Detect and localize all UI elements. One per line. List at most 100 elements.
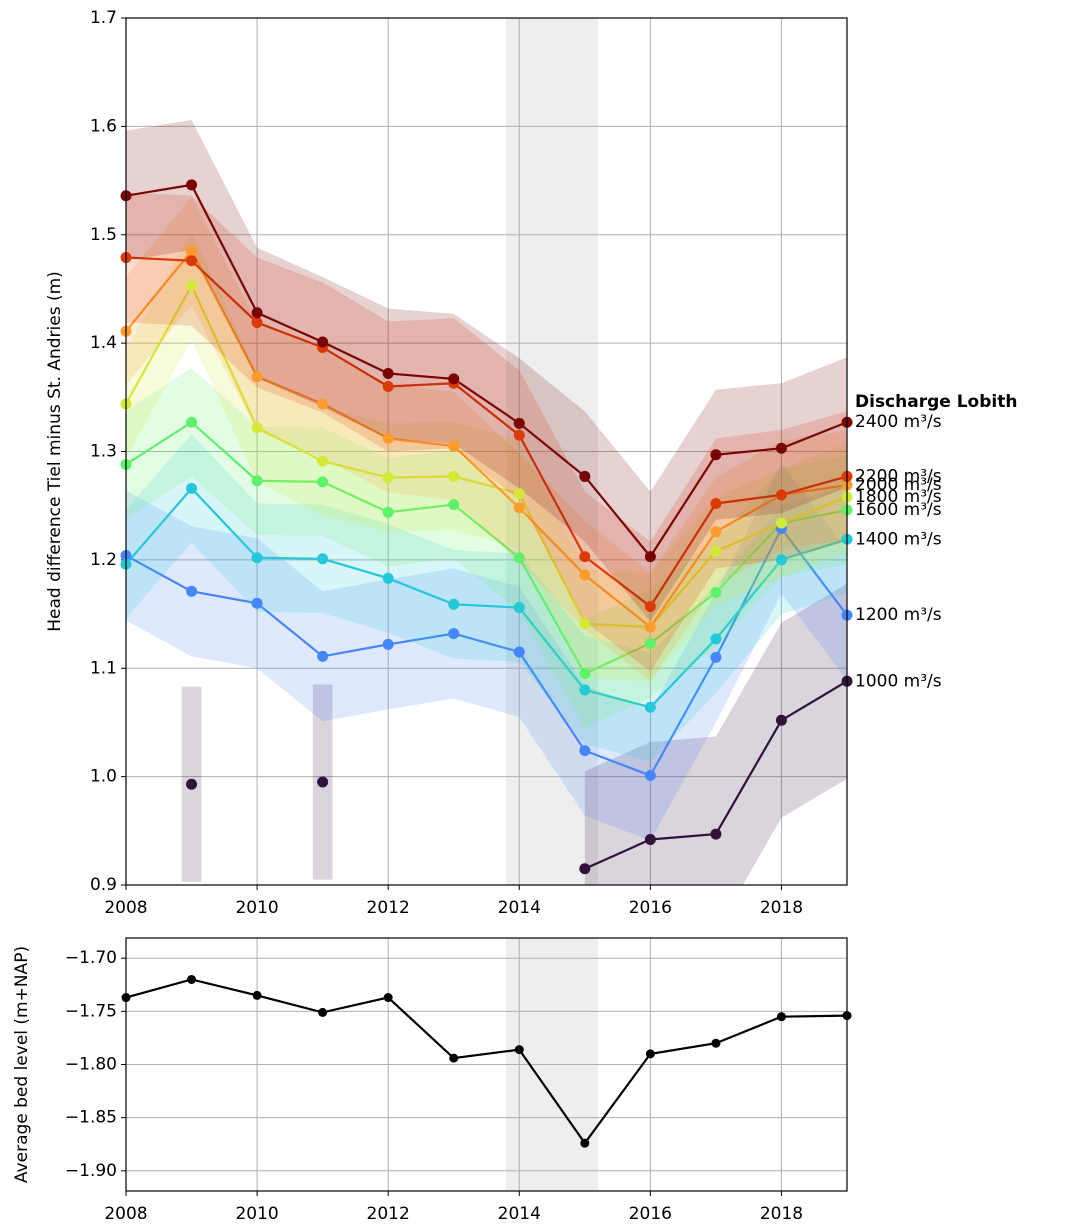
data-point xyxy=(448,373,460,385)
data-point xyxy=(317,650,329,662)
data-point xyxy=(448,440,460,452)
data-point xyxy=(382,432,394,444)
y-tick-label: −1.85 xyxy=(65,1108,117,1128)
y-tick-label: 1.6 xyxy=(90,116,117,136)
data-point xyxy=(251,371,263,383)
data-point xyxy=(318,1007,328,1017)
legend-title: Discharge Lobith xyxy=(855,392,1017,412)
series-label: 1600 m³/s xyxy=(855,500,942,520)
data-point xyxy=(645,1049,655,1059)
x-tick-label: 2018 xyxy=(760,898,803,918)
x-tick-label: 2012 xyxy=(367,898,410,918)
data-line xyxy=(126,978,847,1146)
data-point xyxy=(251,552,263,564)
data-point xyxy=(513,417,525,429)
error-band xyxy=(126,368,847,728)
data-point xyxy=(448,499,460,511)
data-point xyxy=(186,482,198,494)
data-point xyxy=(710,586,722,598)
data-point xyxy=(317,776,329,788)
series-label: 2200 m³/s xyxy=(855,466,942,486)
error-band xyxy=(126,119,847,622)
data-point xyxy=(644,621,656,633)
data-point xyxy=(513,602,525,614)
data-point xyxy=(317,455,329,467)
error-band xyxy=(126,231,847,682)
error-band xyxy=(126,434,847,762)
data-point xyxy=(579,618,591,630)
data-point xyxy=(448,598,460,610)
data-point xyxy=(448,628,460,640)
data-point xyxy=(775,554,787,566)
data-line xyxy=(126,256,847,609)
data-point xyxy=(775,489,787,501)
data-line xyxy=(126,420,847,676)
error-band xyxy=(584,583,847,885)
data-point xyxy=(317,398,329,410)
data-line xyxy=(126,283,847,629)
data-point xyxy=(579,745,591,757)
data-point xyxy=(382,506,394,518)
y-axis-label: Average bed level (m+NAP) xyxy=(12,946,32,1183)
y-tick-label: 1.0 xyxy=(90,767,117,787)
y-tick-label: −1.75 xyxy=(65,1001,117,1021)
data-point xyxy=(579,684,591,696)
data-point xyxy=(383,993,393,1003)
data-point xyxy=(579,668,591,680)
y-tick-label: −1.80 xyxy=(65,1055,117,1075)
data-point xyxy=(382,572,394,584)
data-point xyxy=(514,1045,524,1055)
data-line xyxy=(126,183,847,559)
data-point xyxy=(186,179,198,191)
series-label: 1800 m³/s xyxy=(855,487,942,507)
series-label: 1000 m³/s xyxy=(855,671,942,691)
data-point xyxy=(776,1012,786,1022)
y-tick-label: 1.4 xyxy=(90,333,117,353)
data-point xyxy=(644,701,656,713)
series-label: 2400 m³/s xyxy=(855,412,942,432)
data-point xyxy=(710,651,722,663)
data-point xyxy=(513,429,525,441)
data-point xyxy=(382,638,394,650)
data-point xyxy=(186,585,198,597)
series-label: 1200 m³/s xyxy=(855,605,942,625)
data-point xyxy=(579,551,591,563)
data-point xyxy=(251,597,263,609)
data-point xyxy=(579,470,591,482)
data-point xyxy=(382,367,394,379)
data-point xyxy=(187,974,197,984)
y-tick-label: 1.7 xyxy=(90,8,117,28)
data-point xyxy=(513,488,525,500)
data-point xyxy=(186,255,198,267)
y-tick-label: 1.1 xyxy=(90,658,117,678)
error-band xyxy=(126,196,847,682)
x-tick-label: 2014 xyxy=(498,898,541,918)
data-point xyxy=(711,1038,721,1048)
x-tick-label: 2010 xyxy=(235,898,278,918)
y-tick-label: −1.90 xyxy=(65,1161,117,1181)
series-label: 2000 m³/s xyxy=(855,475,942,495)
y-tick-label: 1.3 xyxy=(90,442,117,462)
plot-area xyxy=(126,18,847,885)
data-point xyxy=(317,476,329,488)
y-tick-label: 1.2 xyxy=(90,550,117,570)
data-point xyxy=(382,472,394,484)
y-tick-label: 0.9 xyxy=(90,875,117,895)
data-line xyxy=(126,486,847,709)
data-point xyxy=(186,778,198,790)
data-point xyxy=(710,526,722,538)
data-point xyxy=(251,475,263,487)
data-line xyxy=(126,249,847,629)
axes-frame xyxy=(125,937,848,1192)
data-point xyxy=(644,600,656,612)
data-point xyxy=(513,646,525,658)
data-point xyxy=(710,633,722,645)
x-tick-label: 2018 xyxy=(760,1204,803,1224)
series-label: 1400 m³/s xyxy=(855,529,942,549)
data-point xyxy=(710,545,722,557)
data-point xyxy=(186,245,198,257)
data-point xyxy=(317,336,329,348)
x-tick-label: 2014 xyxy=(498,1204,541,1224)
y-tick-label: −1.70 xyxy=(65,948,117,968)
